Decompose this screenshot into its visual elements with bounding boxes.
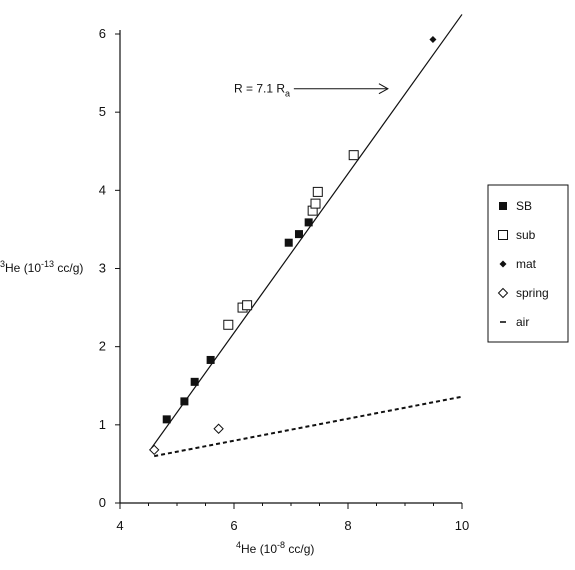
- y-axis-label: 3He (10-13 cc/g): [0, 259, 83, 275]
- y-tick-label-6: 6: [99, 26, 106, 41]
- y-label-sup: 3: [0, 259, 5, 269]
- point-mat-1: [429, 35, 437, 43]
- y-tick-label-5: 5: [99, 104, 106, 119]
- legend-label-sub: sub: [516, 228, 536, 242]
- y-label-exp: -13: [41, 259, 54, 269]
- x-tick-label-10: 10: [455, 518, 469, 533]
- annotation-arrow-head: [378, 83, 389, 95]
- legend-marker-spring: [497, 287, 509, 299]
- x-tick-label-4: 4: [116, 518, 123, 533]
- legend-label-air: air: [516, 315, 529, 329]
- legend-label-mat: mat: [516, 257, 537, 271]
- point-sub-7: [348, 150, 359, 161]
- legend: SB sub mat spring air: [487, 184, 569, 343]
- y-tick-label-1: 1: [99, 417, 106, 432]
- y-label-tail: cc/g): [54, 261, 83, 275]
- point-sub-1: [223, 319, 234, 330]
- x-label-exp: -8: [277, 540, 285, 550]
- y-tick-label-4: 4: [99, 182, 106, 197]
- y-label-main: He (10: [5, 261, 41, 275]
- y-tick-label-2: 2: [99, 339, 106, 354]
- fit-lines: [150, 14, 463, 458]
- point-SB-6: [294, 230, 303, 239]
- point-sub-6: [312, 186, 323, 197]
- x-label-tail: cc/g): [285, 542, 314, 556]
- legend-marker-mat: [499, 260, 507, 268]
- air-line: [154, 395, 463, 458]
- annotation-arrow: [293, 83, 389, 95]
- point-SB-2: [180, 397, 189, 406]
- legend-label-spring: spring: [516, 286, 549, 300]
- x-label-sup: 4: [236, 540, 241, 550]
- point-sub-3: [242, 300, 253, 311]
- data-points: [148, 35, 437, 456]
- point-spring-2: [213, 423, 224, 434]
- ratio-annotation-sub: a: [285, 89, 290, 99]
- point-spring-1: [148, 444, 160, 456]
- point-SB-3: [190, 377, 199, 386]
- y-tick-label-3: 3: [99, 261, 106, 276]
- legend-marker-sub: [498, 230, 508, 240]
- x-axis-label: 4He (10-8 cc/g): [236, 540, 314, 556]
- axes: [119, 30, 462, 504]
- regression-line: [150, 14, 463, 449]
- ratio-annotation-main: R = 7.1 R: [234, 82, 285, 96]
- point-SB-4: [206, 355, 215, 364]
- x-tick-label-8: 8: [344, 518, 351, 533]
- x-label-main: He (10: [241, 542, 277, 556]
- point-SB-1: [162, 415, 171, 424]
- x-tick-label-6: 6: [230, 518, 237, 533]
- legend-marker-SB: [499, 202, 507, 210]
- legend-items: SB sub mat spring air: [497, 199, 549, 329]
- point-sub-5: [310, 198, 321, 209]
- legend-label-SB: SB: [516, 199, 532, 213]
- y-tick-label-0: 0: [99, 495, 106, 510]
- ticks: 0 1 2 3 4 5 6 4 6 8 10: [99, 26, 469, 533]
- ratio-annotation: R = 7.1 Ra: [234, 82, 290, 99]
- point-SB-7: [304, 218, 313, 227]
- point-SB-5: [284, 238, 293, 247]
